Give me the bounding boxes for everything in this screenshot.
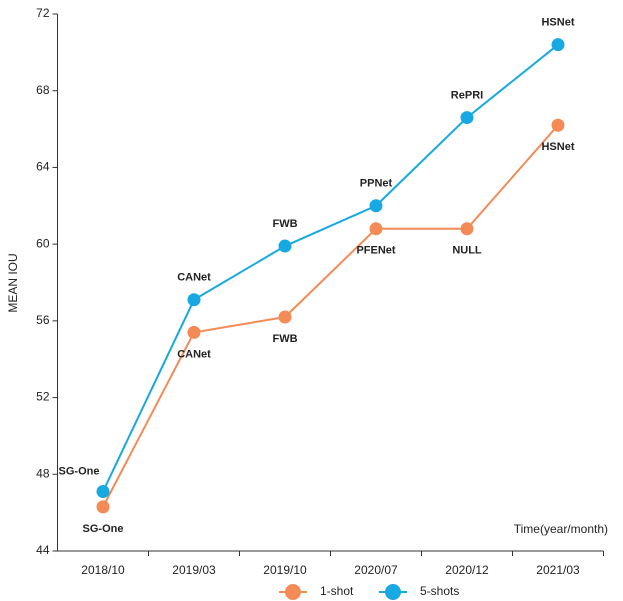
legend-marker (385, 584, 401, 600)
data-point (369, 222, 383, 236)
data-point (369, 199, 383, 213)
y-tick-label: 60 (36, 236, 50, 250)
y-tick-label: 72 (36, 6, 50, 20)
data-point (460, 222, 474, 236)
data-point (96, 500, 110, 514)
x-tick-label: 2018/10 (81, 563, 125, 577)
y-axis-label: MEAN IOU (6, 253, 20, 312)
legend-label: 1-shot (320, 584, 354, 598)
y-tick-label: 56 (36, 313, 50, 327)
x-tick-label: 2020/12 (445, 563, 489, 577)
point-label: FWB (272, 333, 297, 345)
y-tick-label: 64 (36, 160, 50, 174)
y-tick-label: 48 (36, 466, 50, 480)
point-label: PFENet (356, 245, 395, 257)
point-label: FWB (272, 218, 297, 230)
point-label: NULL (452, 245, 482, 257)
x-tick-label: 2021/03 (536, 563, 580, 577)
data-point (460, 111, 474, 125)
data-point (551, 118, 565, 132)
data-point (187, 325, 201, 339)
data-point (551, 38, 565, 52)
legend-marker (285, 584, 301, 600)
point-label: HSNet (541, 141, 574, 153)
point-label: PPNet (360, 178, 393, 190)
point-label: RePRI (451, 89, 483, 101)
series-line (102, 124, 559, 508)
y-tick-label: 68 (36, 83, 50, 97)
point-label: SG-One (83, 523, 124, 535)
x-tick-label: 2019/10 (263, 563, 307, 577)
legend-label: 5-shots (420, 584, 459, 598)
point-label: HSNet (541, 17, 574, 29)
y-tick-label: 52 (36, 390, 50, 404)
data-point (96, 485, 110, 499)
y-tick-label: 44 (36, 543, 50, 557)
x-tick-label: 2019/03 (172, 563, 216, 577)
series-line (102, 43, 559, 492)
point-label: CANet (177, 272, 211, 284)
x-axis-label: Time(year/month) (514, 522, 608, 536)
data-point (187, 293, 201, 307)
data-point (278, 310, 292, 324)
data-point (278, 239, 292, 253)
point-label: CANet (177, 348, 211, 360)
x-tick-label: 2020/07 (354, 563, 398, 577)
point-label: SG-One (59, 465, 100, 477)
